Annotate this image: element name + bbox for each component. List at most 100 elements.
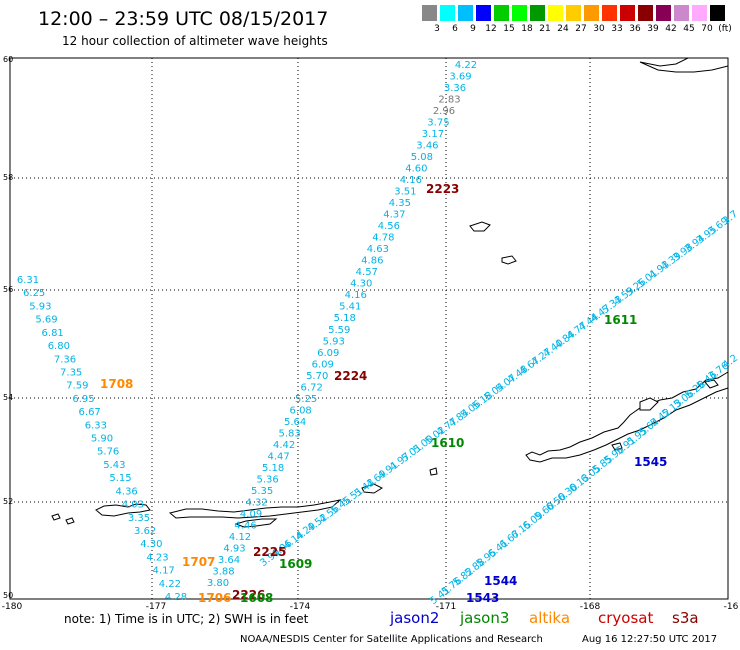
wave-height-value: 6.33 [85,420,107,431]
wave-height-value: 3.46 [416,141,438,152]
colorbar-label: 6 [452,24,458,34]
map-grid [10,58,728,599]
wave-height-value: 2.83 [438,95,460,106]
pass-number-label: 1708 [100,377,133,391]
wave-height-value: 7.59 [66,381,88,392]
colorbar-label: 30 [593,24,605,34]
wave-height-value: 3.17 [422,129,444,140]
wave-height-value: 5.25 [295,394,317,405]
legend-jason3: jason3 [460,609,510,627]
longitude-label: -177 [146,602,166,612]
pass-number-label: 1545 [634,455,667,469]
wave-height-value: 3.88 [212,566,234,577]
colorbar-label: 9 [470,24,476,34]
colorbar-label: 39 [647,24,659,34]
wave-height-value: 4.86 [361,256,383,267]
wave-height-value: 4.17 [153,566,175,577]
colorbar-label: 24 [557,24,569,34]
wave-height-value: 4.22 [159,579,181,590]
colorbar-label: 70 [701,24,713,34]
longitude-label: -174 [290,602,311,612]
pass-number-label: 2226 [232,588,265,602]
wave-height-value: 5.69 [35,315,57,326]
islands-of-four-mountains [361,483,384,494]
wave-height-value: 5.43 [103,460,125,471]
pass-number-label: 1544 [484,574,517,588]
unimak-island-coast [639,397,659,411]
colorbar-swatch [422,5,437,21]
wave-height-value: 5.18 [334,313,356,324]
small-island-west [51,513,61,521]
wave-height-value: 5.83 [279,428,301,439]
pass-number-label: 1611 [604,313,637,327]
legend-s3a: s3a [672,609,699,627]
colorbar-label: 27 [575,24,587,34]
colorbar-label: 12 [485,24,497,34]
wave-height-value: 6.09 [312,359,334,370]
wave-height-value: 3.69 [449,72,471,83]
wave-height-value: 5.76 [97,447,119,458]
wave-height-value: 4.42 [273,440,295,451]
wave-height-value: 2.96 [433,106,455,117]
wave-height-value: 4.47 [267,451,289,462]
longitude-label: -16 [724,602,739,612]
colorbar-label: 45 [683,24,695,34]
aleutian-islands-mid [168,499,342,519]
wave-height-value: 4.60 [405,164,427,175]
units-note: note: 1) Time is in UTC; 2) SWH is in fe… [64,612,309,626]
legend-altika: altika [529,609,571,627]
longitude-label: -180 [2,602,23,612]
wave-height-value: 4.30 [140,539,162,550]
pass-labels: 2223 2224 2225 2226 1611 1610 1609 1608 1708 1707… [100,182,667,605]
colorbar-label: 42 [665,24,677,34]
colorbar-swatch [530,5,545,21]
aleutian-islands-east [234,518,278,528]
wave-height-value: 4.22 [455,60,477,71]
wave-height-value: 3.80 [207,578,229,589]
wave-height-value: 5.93 [29,301,51,312]
wave-height-value: 4.93 [223,543,245,554]
longitude-label: -171 [436,602,456,612]
pass-number-label: 2225 [253,545,286,559]
map-border [9,57,729,600]
pass-number-label: 1706 [198,591,231,605]
pass-number-label: 1707 [182,555,215,569]
legend-cryosat: cryosat [598,609,654,627]
map-frame [9,57,729,600]
wave-height-value: 4.57 [356,267,378,278]
wave-height-value: 4.63 [367,244,389,255]
colorbar-swatch [656,5,671,21]
colorbar-swatch [674,5,689,21]
wave-height-value: 4.35 [389,198,411,209]
small-island-west-2 [65,517,75,525]
wave-height-value: 6.08 [290,405,312,416]
pass-number-label: 1610 [431,436,464,450]
colorbar-swatch [710,5,725,21]
colorbar-swatch [584,5,599,21]
colorbar-label: (ft) [718,24,732,34]
colorbar-swatch [638,5,653,21]
longitude-label: -168 [580,602,601,612]
wave-height-value: 5.93 [323,336,345,347]
pass-number-label: 2223 [426,182,459,196]
latitude-label: 52 [3,497,13,506]
wave-height-value: 3.75 [427,118,449,129]
amak-island [469,221,491,232]
colorbar-swatch [602,5,617,21]
wave-height-value: 4.12 [229,532,251,543]
wave-height-value: 4.78 [372,233,394,244]
axis-labels: 60 58 56 54 52 50 -180 -177 -174 -171 -168 -16 [2,55,739,612]
wave-height-value: 4.30 [350,279,372,290]
generated-timestamp: Aug 16 12:27:50 UTC 2017 [582,634,718,645]
wave-height-value: 5.64 [284,417,306,428]
latitude-label: 56 [3,285,13,294]
legend-jason2: jason2 [390,609,440,627]
wave-height-value: 5.36 [256,474,278,485]
wave-height-value: 4.16 [345,290,367,301]
wave-height-value: 5.59 [328,325,350,336]
colorbar-label: 3 [434,24,440,34]
wave-height-value: 6.72 [301,382,323,393]
wave-height-value: 4.03 [122,500,144,511]
wave-height-value: 5.70 [306,371,328,382]
